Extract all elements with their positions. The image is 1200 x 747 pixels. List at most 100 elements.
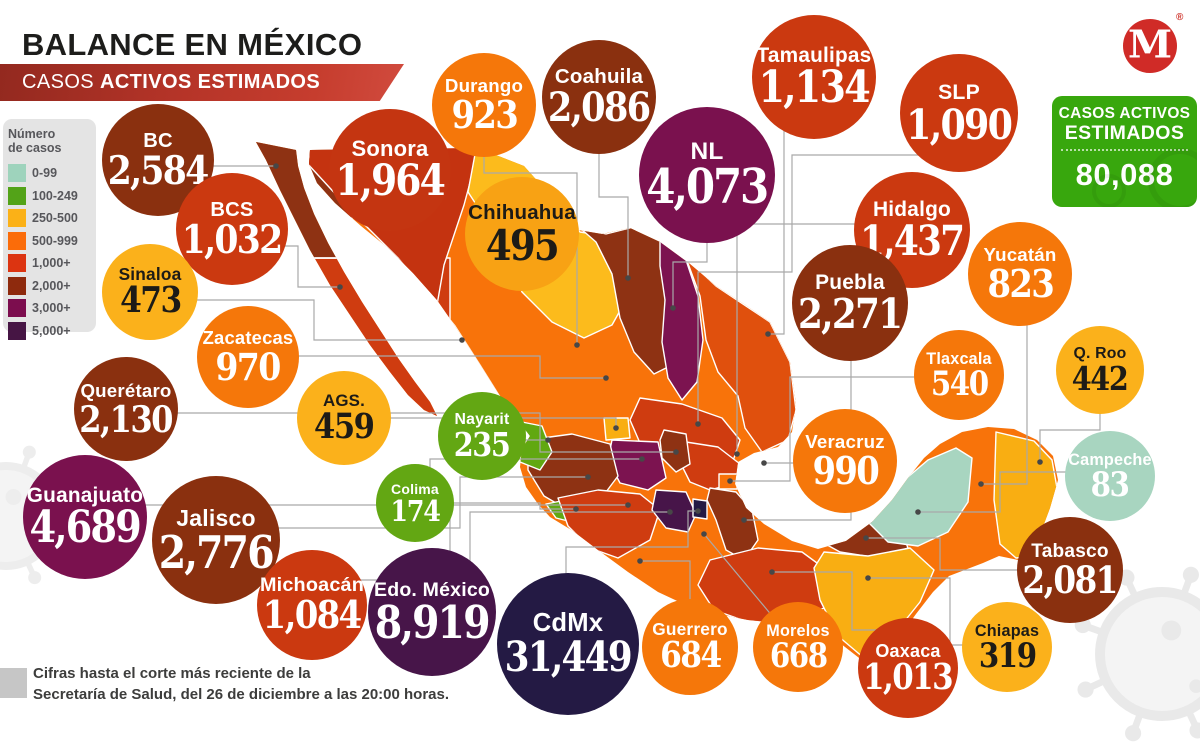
banner-text-light: CASOS xyxy=(22,71,100,93)
bubble-coahuila: Coahuila 2,086 xyxy=(542,40,656,154)
bubble-morelos: Morelos 668 xyxy=(753,602,843,692)
bubble-sinaloa: Sinaloa 473 xyxy=(102,244,198,340)
anchor-dot-BCS xyxy=(337,284,343,290)
anchor-dot-Durango xyxy=(574,342,580,348)
anchor-dot-Guerrero xyxy=(637,558,643,564)
bubble-slp: SLP 1,090 xyxy=(900,54,1018,172)
anchor-dot-BC xyxy=(273,163,279,169)
bubble-case-count: 174 xyxy=(390,493,441,528)
bubble-guerrero: Guerrero 684 xyxy=(642,599,738,695)
bubble-state-name: Chihuahua xyxy=(468,201,576,225)
bubble-state-name: Michoacán xyxy=(259,574,365,597)
bubble-state-name: SLP xyxy=(938,81,980,105)
bubble-state-name: Tamaulipas xyxy=(756,43,872,67)
connector-Colima xyxy=(415,502,576,510)
milenio-logo-letter: M xyxy=(1127,22,1173,67)
bubble-zacatecas: Zacatecas 970 xyxy=(197,306,299,408)
legend-label: 3,000+ xyxy=(32,301,71,315)
legend-item-099: 0-99 xyxy=(8,162,96,185)
anchor-dot-Guanajuato xyxy=(639,456,645,462)
bubble-state-name: BCS xyxy=(210,198,254,221)
bubble-state-name: Yucatán xyxy=(983,243,1057,265)
anchor-dot-CdMx xyxy=(695,508,701,514)
legend-label: 0-99 xyxy=(32,166,58,180)
bubble-ags-: AGS. 459 xyxy=(297,371,391,465)
summary-line1: CASOS ACTIVOS xyxy=(1058,105,1191,122)
anchor-dot-Tabasco xyxy=(863,535,869,541)
bubble-state-name: Jalisco xyxy=(176,504,256,531)
bubble-campeche: Campeche 83 xyxy=(1065,431,1155,521)
connector-Puebla xyxy=(744,303,852,521)
anchor-dot-Campeche xyxy=(915,509,921,515)
bubble-state-name: Tlaxcala xyxy=(926,349,992,368)
bubble-case-count: 1,134 xyxy=(758,62,871,114)
virus-watermark-icon xyxy=(1148,148,1197,207)
summary-box: CASOS ACTIVOS ESTIMADOS 80,088 xyxy=(1052,96,1197,207)
summary-line2: ESTIMADOS xyxy=(1064,121,1185,144)
legend-title: Número de casos xyxy=(8,127,96,156)
bubble-case-count: 235 xyxy=(454,424,511,464)
bubble-case-count: 8,919 xyxy=(375,596,491,650)
legend-item-5000+: 5,000+ xyxy=(8,319,96,342)
bubble-case-count: 1,090 xyxy=(906,99,1014,149)
bubble-edo-méxico: Edo. México 8,919 xyxy=(368,548,496,676)
bubble-case-count: 2,130 xyxy=(79,397,174,441)
bubble-state-name: Sinaloa xyxy=(118,264,182,285)
bubble-case-count: 2,081 xyxy=(1022,558,1119,603)
bubble-yucatán: Yucatán 823 xyxy=(968,222,1072,326)
bubble-case-count: 1,084 xyxy=(263,593,363,639)
bubble-case-count: 459 xyxy=(314,406,375,448)
legend-swatch xyxy=(8,299,26,317)
anchor-dot-Michoacán xyxy=(625,502,631,508)
bubble-state-name: Coahuila xyxy=(554,65,644,89)
legend-swatch xyxy=(8,254,26,272)
anchor-dot-Morelos xyxy=(701,531,707,537)
bubble-case-count: 684 xyxy=(659,635,722,677)
bubble-state-name: Querétaro xyxy=(80,379,172,401)
footer-source-note: Cifras hasta el corte más reciente de la… xyxy=(33,663,449,706)
anchor-dot-Nayarit xyxy=(545,437,551,443)
anchor-dot-Tamaulipas xyxy=(765,331,771,337)
bubble-puebla: Puebla 2,271 xyxy=(792,245,908,361)
anchor-dot-AGS. xyxy=(613,425,619,431)
bubble-sonora: Sonora 1,964 xyxy=(329,109,451,231)
bubble-state-name: Morelos xyxy=(766,621,830,640)
legend-swatch xyxy=(8,231,26,250)
connector-AGS. xyxy=(344,417,617,428)
bubble-case-count: 495 xyxy=(486,219,560,270)
bubble-nayarit: Nayarit 235 xyxy=(438,392,526,480)
registered-mark-icon: ® xyxy=(1176,12,1184,23)
legend-swatch xyxy=(8,321,26,340)
anchor-dot-Oaxaca xyxy=(769,569,775,575)
state-region-CdMx xyxy=(692,498,708,520)
bubble-case-count: 990 xyxy=(812,448,879,494)
connector-Tabasco xyxy=(866,537,1070,571)
bubble-state-name: Q. Roo xyxy=(1073,345,1127,363)
bubble-case-count: 2,776 xyxy=(159,525,275,579)
legend-swatch xyxy=(8,164,26,182)
bubble-state-name: AGS. xyxy=(322,390,366,410)
bubble-state-name: Edo. México xyxy=(374,578,490,601)
bubble-state-name: Durango xyxy=(444,74,524,96)
bubble-case-count: 442 xyxy=(1072,358,1129,398)
legend-title-line1: Número xyxy=(8,127,56,141)
anchor-dot-Q. Roo xyxy=(1037,459,1043,465)
state-region-Campeche xyxy=(867,447,973,547)
anchor-dot-Jalisco xyxy=(585,474,591,480)
bubble-state-name: NL xyxy=(690,137,724,165)
bubble-state-name: Guanajuato xyxy=(26,483,144,507)
connector-Campeche xyxy=(918,471,1110,513)
bubble-veracruz: Veracruz 990 xyxy=(793,409,897,513)
bubble-guanajuato: Guanajuato 4,689 xyxy=(23,455,147,579)
bubble-state-name: Campeche xyxy=(1068,450,1152,469)
anchor-dots xyxy=(273,163,1043,581)
bubble-case-count: 319 xyxy=(978,635,1037,675)
anchor-dot-Tlaxcala xyxy=(727,478,733,484)
legend-label: 100-249 xyxy=(32,188,78,203)
bubble-case-count: 1,013 xyxy=(863,656,954,698)
anchor-dot-Edo. México xyxy=(667,509,673,515)
bubble-case-count: 923 xyxy=(451,92,518,138)
footer-line2: Secretaría de Salud, del 26 de diciembre… xyxy=(33,686,450,704)
anchor-dot-Hidalgo xyxy=(734,451,740,457)
